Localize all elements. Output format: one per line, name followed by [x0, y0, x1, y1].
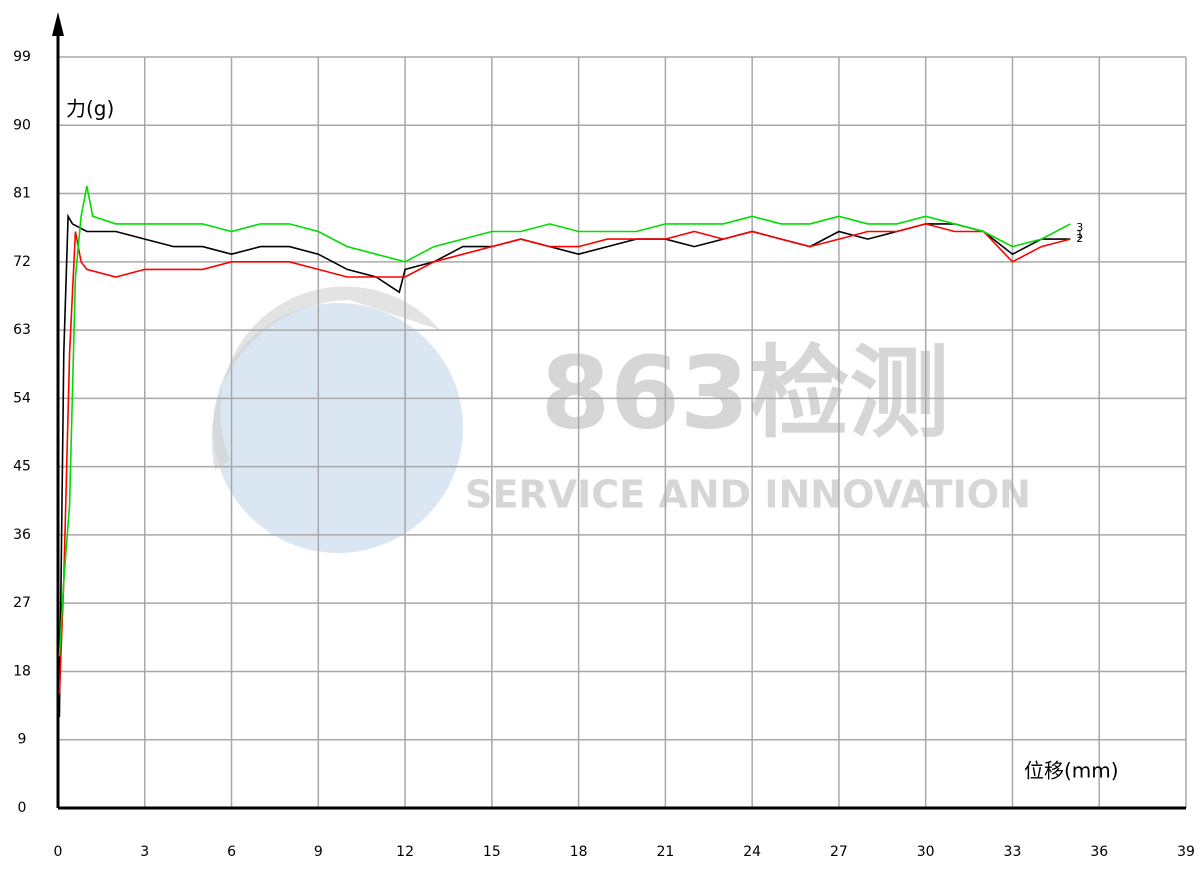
y-axis-label: 力(g)	[66, 97, 114, 121]
y-tick-label: 18	[13, 663, 31, 679]
x-tick-label: 9	[314, 844, 323, 860]
watermark-title: 863检测	[541, 334, 950, 451]
x-tick-label: 18	[570, 844, 588, 860]
x-tick-label: 36	[1090, 844, 1108, 860]
y-tick-label: 45	[13, 459, 31, 475]
series-line	[58, 223, 1071, 695]
x-tick-label: 27	[830, 844, 848, 860]
y-tick-label: 36	[13, 527, 31, 543]
x-tick-label: 21	[656, 844, 674, 860]
y-tick-label: 9	[18, 732, 27, 748]
x-tick-label: 3	[140, 844, 149, 860]
x-tick-label: 0	[54, 844, 63, 860]
y-tick-label: 0	[18, 800, 27, 816]
series-label: 3	[1076, 221, 1083, 234]
y-tick-label: 63	[13, 322, 31, 338]
x-tick-label: 33	[1004, 844, 1022, 860]
y-tick-label: 99	[13, 49, 31, 65]
series-label: 2	[1076, 232, 1083, 245]
y-tick-label: 27	[13, 595, 31, 611]
axis-arrow	[52, 12, 64, 36]
x-tick-label: 12	[396, 844, 414, 860]
watermark-subtitle: SERVICE AND INNOVATION	[465, 473, 1031, 517]
series-line	[58, 185, 1071, 657]
y-tick-label: 72	[13, 254, 31, 270]
x-axis-label: 位移(mm)	[1024, 759, 1119, 783]
y-tick-label: 81	[13, 186, 31, 202]
x-tick-label: 6	[227, 844, 236, 860]
y-tick-label: 90	[13, 117, 31, 133]
x-tick-label: 24	[743, 844, 761, 860]
x-tick-label: 39	[1177, 844, 1195, 860]
y-tick-label: 54	[13, 390, 31, 406]
series-label: 1	[1076, 228, 1083, 241]
x-tick-label: 15	[483, 844, 501, 860]
x-tick-label: 30	[917, 844, 935, 860]
watermark-logo	[213, 303, 463, 553]
